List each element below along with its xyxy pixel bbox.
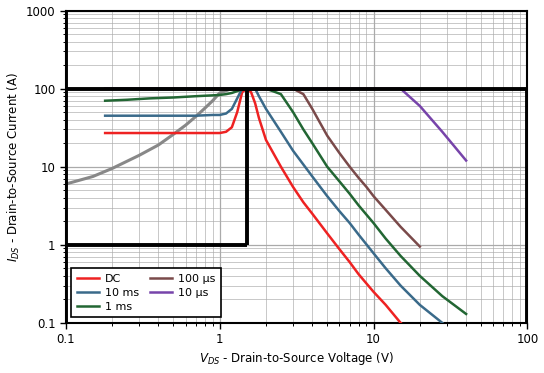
- Y-axis label: $I_{DS}$ - Drain-to-Source Current (A): $I_{DS}$ - Drain-to-Source Current (A): [5, 72, 22, 262]
- X-axis label: $V_{DS}$ - Drain-to-Source Voltage (V): $V_{DS}$ - Drain-to-Source Voltage (V): [199, 351, 394, 367]
- Legend: DC, 10 ms, 1 ms, 100 μs, 10 μs: DC, 10 ms, 1 ms, 100 μs, 10 μs: [71, 269, 221, 317]
